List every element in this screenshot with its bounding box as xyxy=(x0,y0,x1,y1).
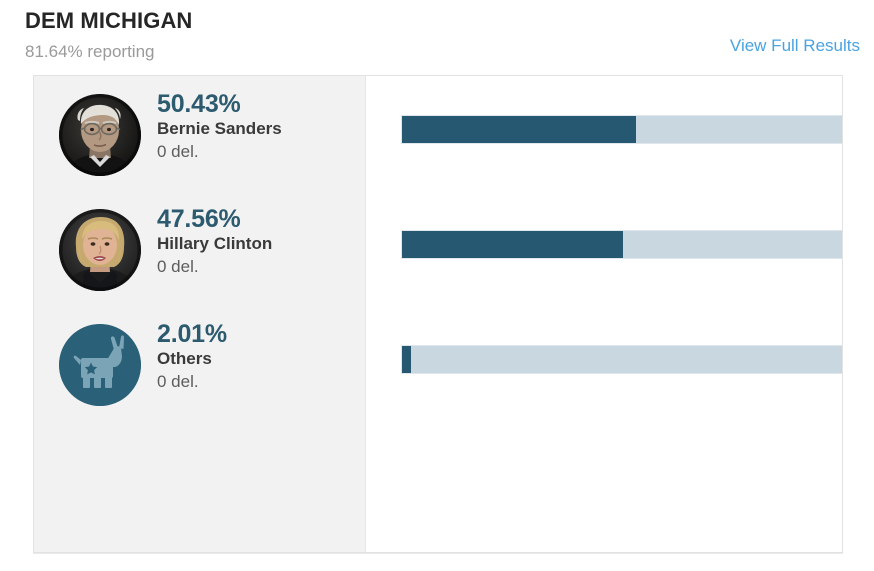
bar-track xyxy=(401,230,842,259)
bar-fill xyxy=(402,231,623,258)
bar-fill xyxy=(402,346,412,373)
candidate-info: 50.43% Bernie Sanders 0 del. xyxy=(157,90,282,163)
hillary-clinton-photo-icon xyxy=(59,209,141,291)
results-header: DEM MICHIGAN 81.64% reporting View Full … xyxy=(0,0,874,75)
candidate-row[interactable]: 50.43% Bernie Sanders 0 del. xyxy=(34,79,366,194)
view-full-results-link[interactable]: View Full Results xyxy=(729,36,860,55)
bar-fill xyxy=(402,116,636,143)
bar-track xyxy=(401,345,842,374)
avatar xyxy=(59,209,141,291)
results-bar-chart xyxy=(367,76,842,552)
avatar xyxy=(59,324,141,406)
candidate-percent: 47.56% xyxy=(157,205,241,233)
candidate-panel: 50.43% Bernie Sanders 0 del. xyxy=(34,76,366,552)
candidate-delegates: 0 del. xyxy=(157,372,199,391)
candidate-info: 2.01% Others 0 del. xyxy=(157,320,227,393)
candidate-row[interactable]: 2.01% Others 0 del. xyxy=(34,309,366,424)
page-title: DEM MICHIGAN xyxy=(25,8,193,33)
candidate-delegates: 0 del. xyxy=(157,142,199,161)
avatar xyxy=(59,94,141,176)
candidate-row[interactable]: 47.56% Hillary Clinton 0 del. xyxy=(34,194,366,309)
bernie-sanders-photo-icon xyxy=(59,94,141,176)
democratic-donkey-icon xyxy=(59,324,141,406)
candidate-name: Others xyxy=(157,349,212,368)
candidate-info: 47.56% Hillary Clinton 0 del. xyxy=(157,205,272,278)
reporting-status: 81.64% reporting xyxy=(25,42,155,61)
bar-track xyxy=(401,115,842,144)
candidate-percent: 50.43% xyxy=(157,90,241,118)
candidate-delegates: 0 del. xyxy=(157,257,199,276)
candidate-name: Bernie Sanders xyxy=(157,119,282,138)
candidate-name: Hillary Clinton xyxy=(157,234,273,253)
candidate-percent: 2.01% xyxy=(157,320,227,348)
results-card: 50.43% Bernie Sanders 0 del. xyxy=(33,75,843,553)
